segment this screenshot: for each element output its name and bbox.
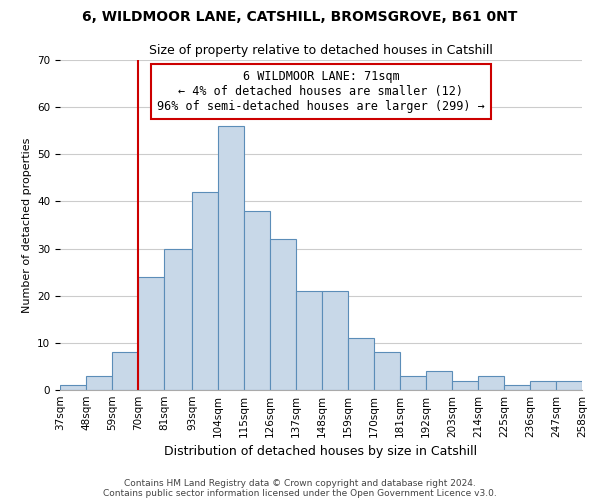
Bar xyxy=(400,376,426,390)
Bar xyxy=(348,338,374,390)
Bar xyxy=(244,211,270,390)
Bar xyxy=(192,192,218,390)
Bar xyxy=(138,277,164,390)
Bar xyxy=(374,352,400,390)
Bar xyxy=(426,371,452,390)
Bar xyxy=(556,380,582,390)
Bar xyxy=(86,376,112,390)
X-axis label: Distribution of detached houses by size in Catshill: Distribution of detached houses by size … xyxy=(164,446,478,458)
Bar xyxy=(478,376,504,390)
Bar xyxy=(112,352,138,390)
Text: Contains public sector information licensed under the Open Government Licence v3: Contains public sector information licen… xyxy=(103,488,497,498)
Y-axis label: Number of detached properties: Number of detached properties xyxy=(22,138,32,312)
Bar xyxy=(218,126,244,390)
Bar xyxy=(164,248,192,390)
Bar xyxy=(452,380,478,390)
Bar xyxy=(504,386,530,390)
Text: Contains HM Land Registry data © Crown copyright and database right 2024.: Contains HM Land Registry data © Crown c… xyxy=(124,478,476,488)
Text: 6, WILDMOOR LANE, CATSHILL, BROMSGROVE, B61 0NT: 6, WILDMOOR LANE, CATSHILL, BROMSGROVE, … xyxy=(82,10,518,24)
Text: 6 WILDMOOR LANE: 71sqm
← 4% of detached houses are smaller (12)
96% of semi-deta: 6 WILDMOOR LANE: 71sqm ← 4% of detached … xyxy=(157,70,485,113)
Bar xyxy=(530,380,556,390)
Bar xyxy=(296,291,322,390)
Title: Size of property relative to detached houses in Catshill: Size of property relative to detached ho… xyxy=(149,44,493,58)
Bar xyxy=(60,386,86,390)
Bar xyxy=(322,291,348,390)
Bar xyxy=(270,239,296,390)
